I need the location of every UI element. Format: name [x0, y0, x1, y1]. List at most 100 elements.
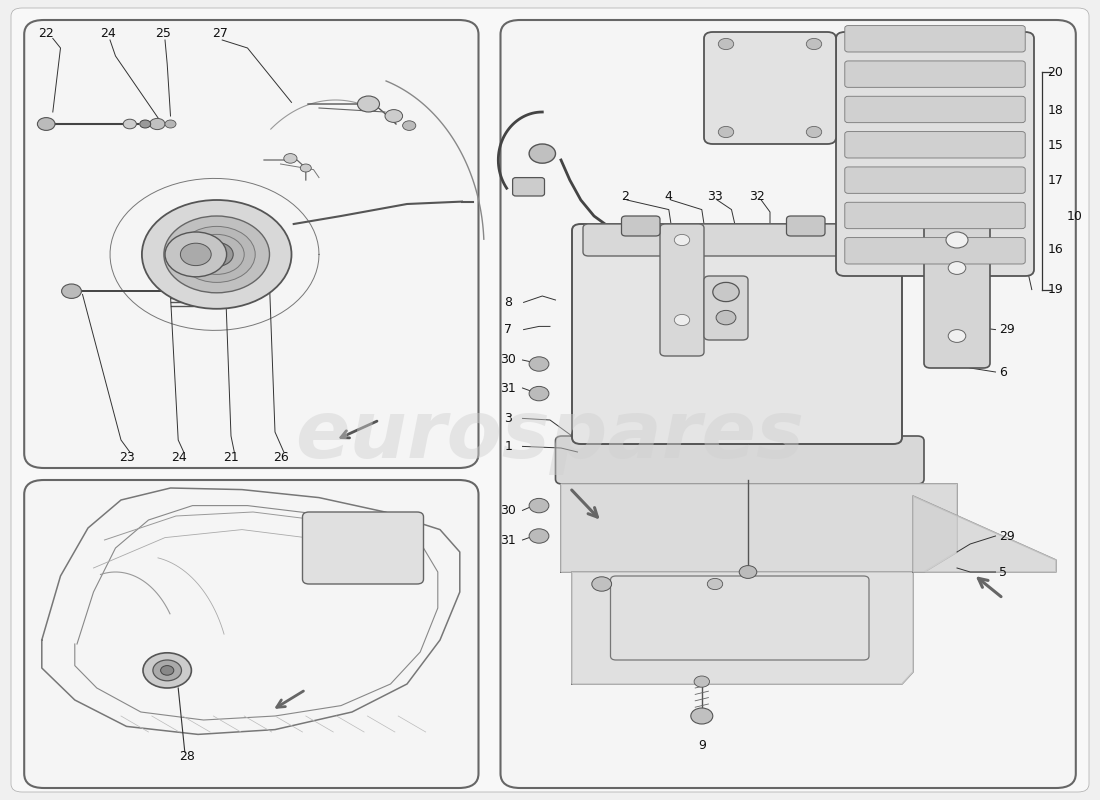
Circle shape	[37, 118, 55, 130]
Circle shape	[300, 164, 311, 172]
FancyBboxPatch shape	[621, 216, 660, 236]
Circle shape	[165, 232, 227, 277]
Circle shape	[153, 660, 182, 681]
Text: 24: 24	[100, 27, 116, 40]
Circle shape	[948, 330, 966, 342]
Text: 18: 18	[1047, 104, 1063, 117]
FancyBboxPatch shape	[845, 167, 1025, 194]
Text: 21: 21	[223, 451, 239, 464]
Text: 1: 1	[504, 440, 513, 453]
Circle shape	[674, 234, 690, 246]
Polygon shape	[561, 484, 957, 572]
FancyBboxPatch shape	[845, 202, 1025, 229]
Circle shape	[529, 386, 549, 401]
Text: 17: 17	[1047, 174, 1063, 186]
Circle shape	[946, 232, 968, 248]
Text: 25: 25	[155, 27, 170, 40]
FancyBboxPatch shape	[786, 216, 825, 236]
FancyBboxPatch shape	[24, 480, 478, 788]
Text: eurospares: eurospares	[296, 397, 804, 475]
Text: 30: 30	[500, 354, 516, 366]
Text: 27: 27	[212, 27, 228, 40]
Text: 20: 20	[1047, 66, 1063, 78]
FancyBboxPatch shape	[845, 61, 1025, 87]
Circle shape	[718, 38, 734, 50]
Text: 31: 31	[500, 534, 516, 546]
Text: 33: 33	[707, 190, 723, 202]
Circle shape	[806, 126, 822, 138]
Circle shape	[718, 126, 734, 138]
FancyBboxPatch shape	[845, 238, 1025, 264]
Text: 31: 31	[500, 382, 516, 394]
FancyBboxPatch shape	[660, 224, 704, 356]
Circle shape	[143, 653, 191, 688]
Circle shape	[200, 242, 233, 266]
Circle shape	[806, 38, 822, 50]
Circle shape	[123, 119, 136, 129]
FancyBboxPatch shape	[583, 224, 891, 256]
Text: 3: 3	[504, 412, 513, 425]
Text: 26: 26	[273, 451, 288, 464]
Text: 16: 16	[1047, 243, 1063, 256]
Circle shape	[189, 234, 244, 274]
Text: 7: 7	[504, 323, 513, 336]
Text: 19: 19	[1047, 283, 1063, 296]
Circle shape	[62, 284, 81, 298]
FancyBboxPatch shape	[302, 512, 424, 584]
FancyBboxPatch shape	[610, 576, 869, 660]
Circle shape	[165, 120, 176, 128]
Circle shape	[948, 262, 966, 274]
Circle shape	[529, 529, 549, 543]
FancyBboxPatch shape	[24, 20, 478, 468]
FancyBboxPatch shape	[572, 224, 902, 444]
Circle shape	[674, 314, 690, 326]
Circle shape	[592, 577, 612, 591]
Circle shape	[161, 666, 174, 675]
Text: 4: 4	[664, 190, 673, 202]
Text: 15: 15	[1047, 139, 1063, 152]
Text: 32: 32	[749, 190, 764, 202]
FancyBboxPatch shape	[845, 26, 1025, 52]
FancyBboxPatch shape	[924, 224, 990, 368]
Circle shape	[694, 676, 710, 687]
FancyBboxPatch shape	[704, 276, 748, 340]
Circle shape	[403, 121, 416, 130]
Circle shape	[164, 216, 270, 293]
Circle shape	[180, 243, 211, 266]
Text: 24: 24	[172, 451, 187, 464]
Polygon shape	[572, 572, 913, 684]
Text: 29: 29	[999, 323, 1014, 336]
Circle shape	[529, 357, 549, 371]
Text: 10: 10	[1067, 210, 1082, 222]
Circle shape	[150, 118, 165, 130]
Circle shape	[691, 708, 713, 724]
Text: 6: 6	[999, 366, 1007, 378]
Text: 5: 5	[999, 566, 1007, 578]
FancyBboxPatch shape	[836, 32, 1034, 276]
FancyBboxPatch shape	[513, 178, 544, 196]
FancyBboxPatch shape	[704, 32, 836, 144]
Text: 29: 29	[999, 530, 1014, 542]
Text: 22: 22	[39, 27, 54, 40]
FancyBboxPatch shape	[845, 96, 1025, 122]
Circle shape	[358, 96, 379, 112]
Circle shape	[529, 144, 556, 163]
Circle shape	[716, 310, 736, 325]
Circle shape	[140, 120, 151, 128]
Circle shape	[385, 110, 403, 122]
FancyBboxPatch shape	[845, 131, 1025, 158]
Circle shape	[529, 498, 549, 513]
Circle shape	[707, 578, 723, 590]
FancyBboxPatch shape	[556, 436, 924, 484]
Circle shape	[178, 226, 255, 282]
Circle shape	[142, 200, 292, 309]
Text: 8: 8	[504, 296, 513, 309]
Circle shape	[739, 566, 757, 578]
Text: 28: 28	[179, 750, 195, 762]
FancyBboxPatch shape	[500, 20, 1076, 788]
FancyBboxPatch shape	[11, 8, 1089, 792]
Text: 2: 2	[620, 190, 629, 202]
Text: 23: 23	[119, 451, 134, 464]
Text: 9: 9	[697, 739, 706, 752]
Circle shape	[284, 154, 297, 163]
